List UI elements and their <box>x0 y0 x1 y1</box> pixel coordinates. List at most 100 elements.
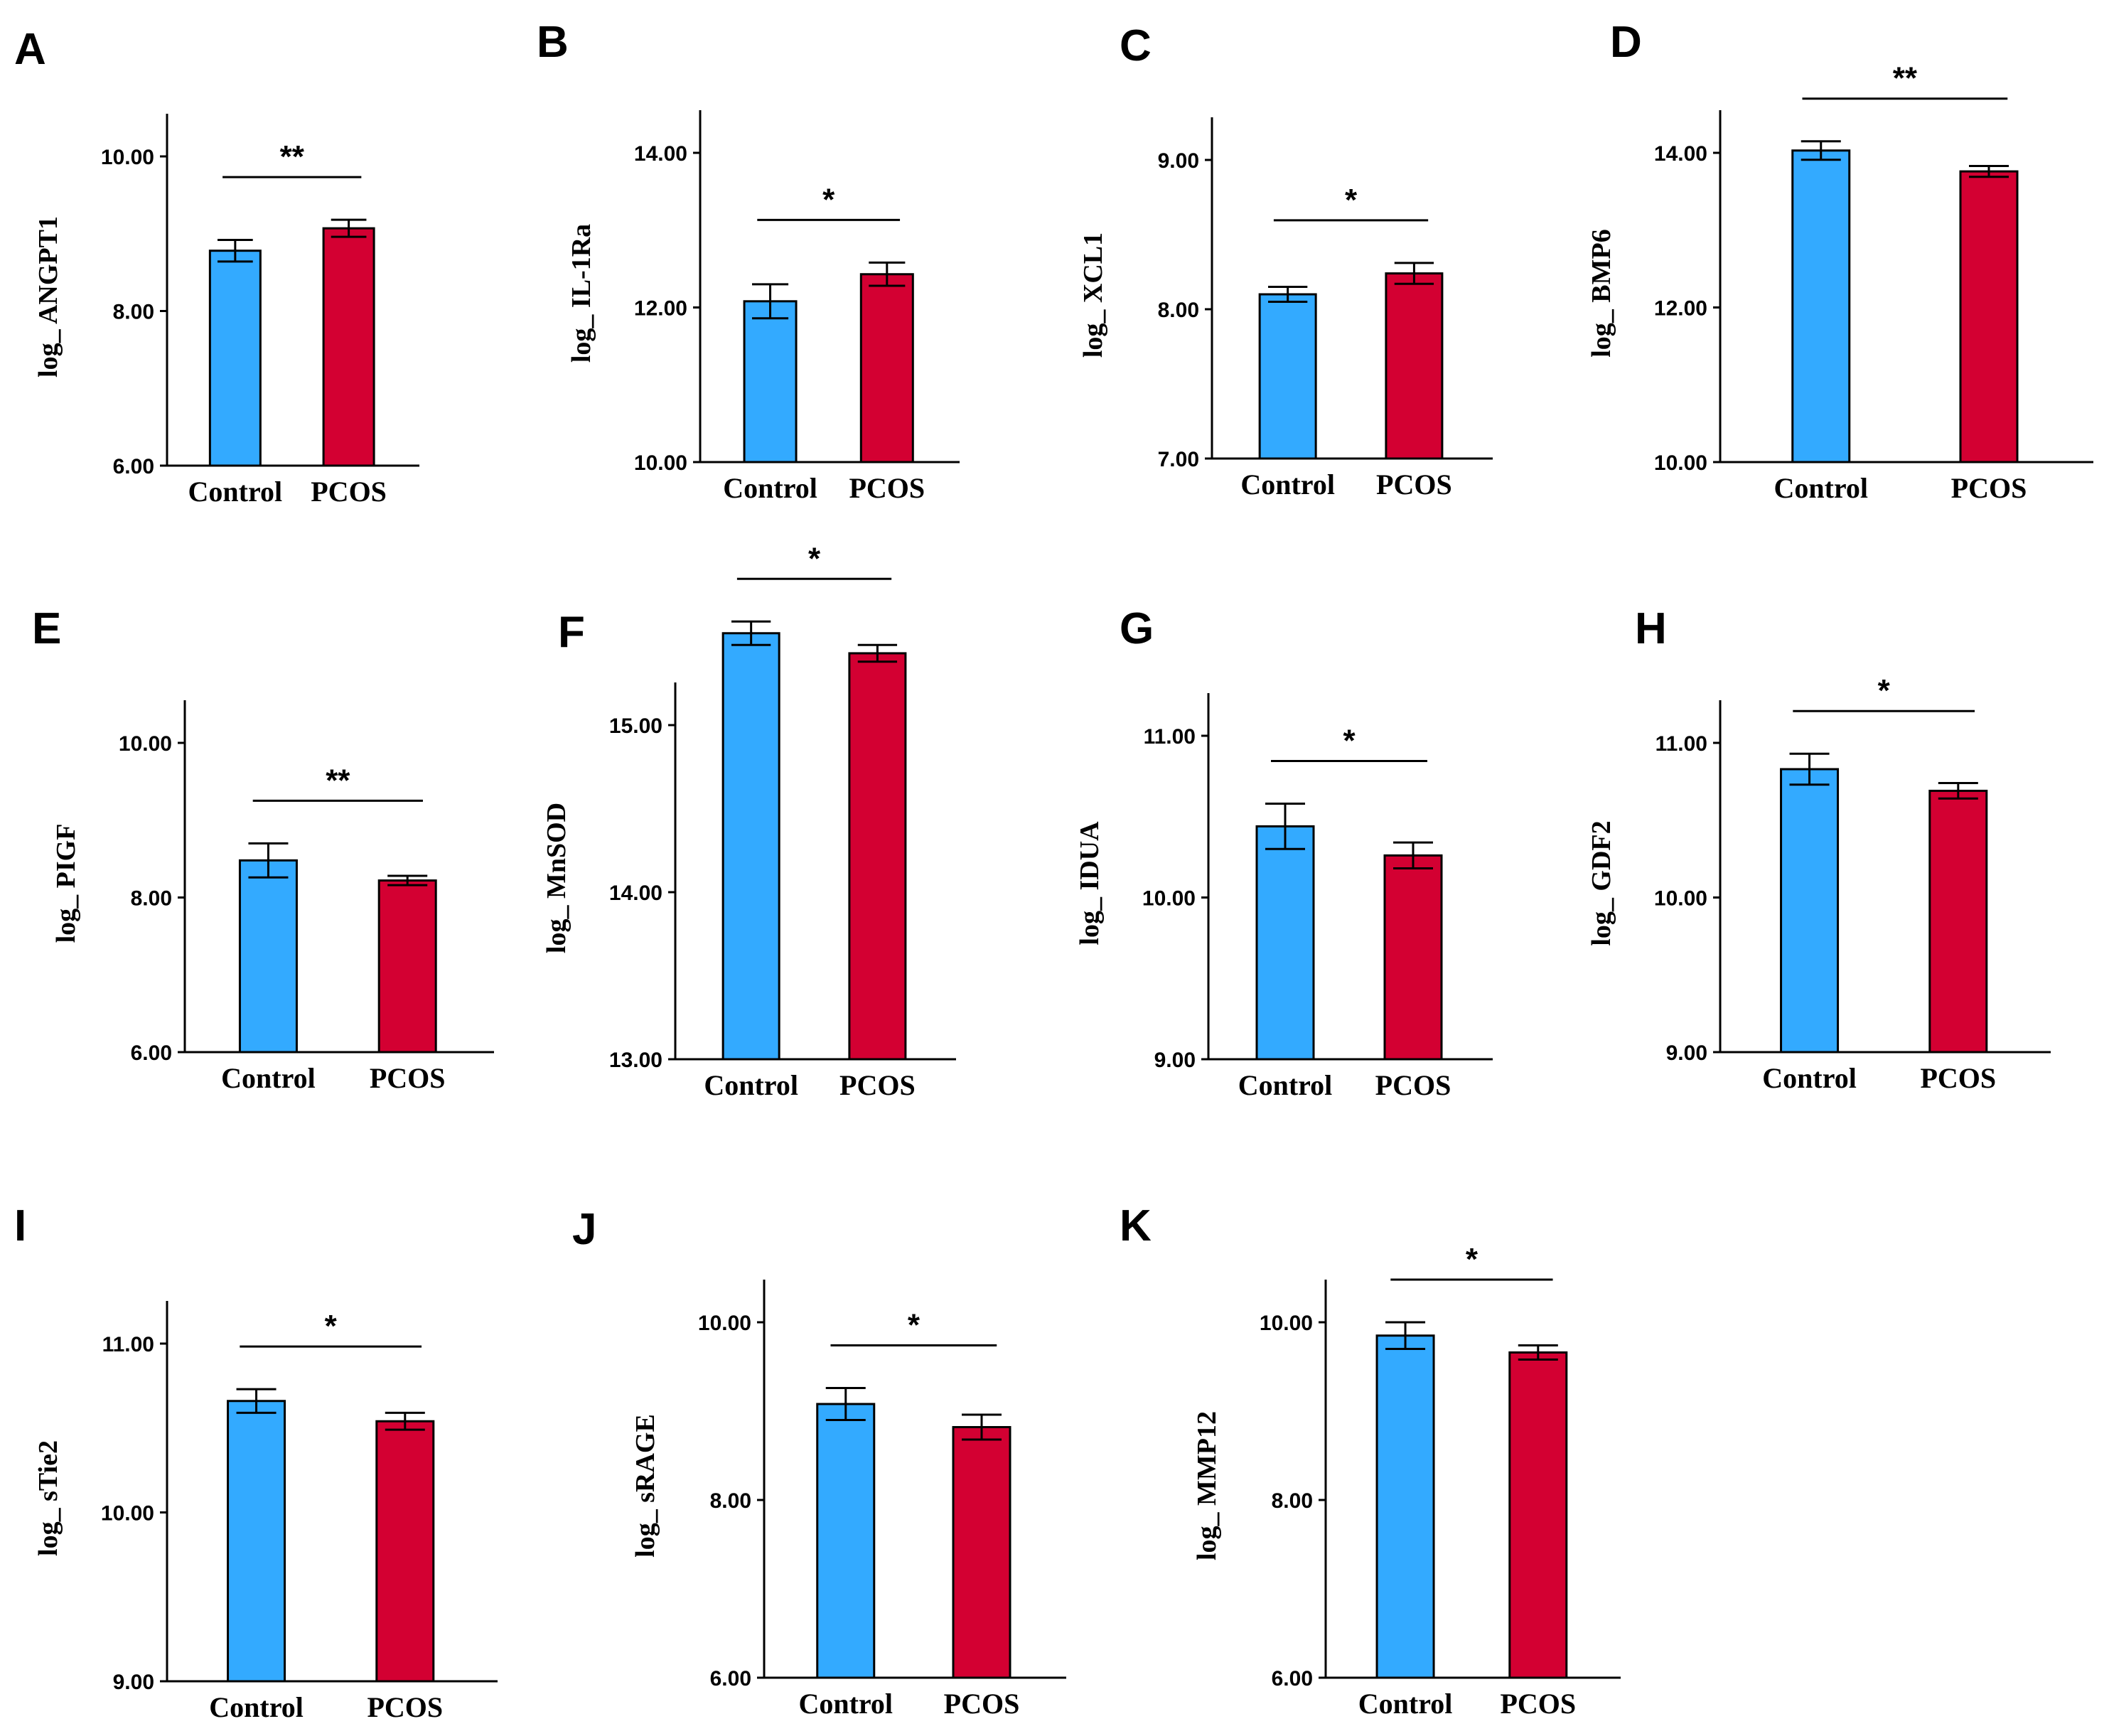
panel-letter-g: G <box>1120 604 1154 653</box>
significance-stars: * <box>1345 183 1358 218</box>
chart-panel-c: C 7.00 8.00 9.00 log_ XCL1 Control PCOS * <box>1078 21 1493 500</box>
bar-pcos <box>848 652 907 1061</box>
chart-panel-a: A 6.00 8.00 10.00 log_ ANGPT1 Control PCOS ** <box>14 25 419 508</box>
bar-control <box>227 1400 286 1683</box>
significance-stars: * <box>325 1309 338 1344</box>
significance-stars: ** <box>326 763 350 798</box>
category-label-pcos: PCOS <box>311 476 387 508</box>
y-tick-label: 10.00 <box>119 732 172 756</box>
panel-letter-a: A <box>14 25 46 74</box>
panel-letter-d: D <box>1610 18 1642 67</box>
bar-control <box>1791 149 1851 464</box>
y-tick-label: 6.00 <box>113 455 154 478</box>
y-axis-label: log_ sRAGE <box>630 1414 660 1558</box>
panel-letter-c: C <box>1120 21 1152 70</box>
category-label-pcos: PCOS <box>1500 1688 1576 1720</box>
category-label-pcos: PCOS <box>1376 468 1452 500</box>
y-tick-label: 10.00 <box>698 1312 751 1335</box>
chart-panel-k: K 6.00 8.00 10.00 log_ MMP12 Control PCOS * <box>1120 1201 1621 1720</box>
significance-stars: * <box>1343 724 1356 759</box>
y-tick-label: 12.00 <box>1654 297 1707 321</box>
bar-control <box>743 300 798 464</box>
category-label-control: Control <box>798 1688 893 1720</box>
bar-pcos <box>1928 789 1988 1054</box>
y-tick-label: 8.00 <box>113 301 154 324</box>
significance-stars: ** <box>1893 61 1918 96</box>
bar-control <box>1780 768 1840 1054</box>
y-tick-label: 11.00 <box>102 1333 154 1356</box>
significance-stars: * <box>908 1308 921 1343</box>
significance-stars: * <box>1466 1242 1479 1277</box>
y-tick-label: 6.00 <box>131 1041 172 1065</box>
category-label-control: Control <box>221 1062 316 1094</box>
y-tick-label: 10.00 <box>1142 887 1196 911</box>
category-label-control: Control <box>1773 472 1868 504</box>
y-tick-label: 10.00 <box>101 146 154 169</box>
chart-panel-b: B 10.00 12.00 14.00 log_ IL-1Ra Control PCOS * <box>537 18 960 504</box>
chart-panel-e: E 6.00 8.00 10.00 log_ PIGF Control PCOS ** <box>32 604 494 1094</box>
y-axis-label: log_ GDF2 <box>1587 820 1616 945</box>
chart-panel-f: F 13.00 14.00 15.00 log_ MnSOD Control PCOS * <box>542 541 956 1101</box>
panel-letter-e: E <box>32 604 61 653</box>
y-tick-label: 10.00 <box>1654 887 1707 911</box>
bar-control <box>1375 1334 1435 1679</box>
category-label-pcos: PCOS <box>839 1069 916 1101</box>
category-label-pcos: PCOS <box>367 1691 443 1723</box>
bar-control <box>1258 293 1317 460</box>
category-label-pcos: PCOS <box>1951 472 2027 504</box>
bar-pcos <box>952 1426 1011 1679</box>
bar-pcos <box>859 273 914 464</box>
panel-letter-b: B <box>537 18 569 67</box>
category-label-control: Control <box>1762 1062 1857 1094</box>
category-label-pcos: PCOS <box>370 1062 446 1094</box>
panel-letter-k: K <box>1120 1201 1152 1250</box>
bar-pcos <box>375 1420 435 1683</box>
category-label-control: Control <box>1238 1069 1333 1101</box>
panel-letter-j: J <box>572 1205 596 1254</box>
y-tick-label: 6.00 <box>1272 1667 1313 1691</box>
significance-stars: ** <box>280 139 305 174</box>
y-tick-label: 14.00 <box>1654 142 1707 166</box>
y-axis-label: log_ MMP12 <box>1192 1411 1222 1560</box>
y-tick-label: 10.00 <box>634 451 687 475</box>
y-axis-label: log_ BMP6 <box>1587 229 1616 357</box>
panel-letter-h: H <box>1635 604 1667 653</box>
y-axis-label: log_ IDUA <box>1075 821 1105 945</box>
category-label-control: Control <box>1240 468 1335 500</box>
category-label-pcos: PCOS <box>849 472 925 504</box>
y-tick-label: 10.00 <box>1260 1312 1313 1335</box>
y-tick-label: 9.00 <box>1154 1049 1196 1072</box>
y-axis-label: log_ ANGPT1 <box>33 216 63 377</box>
bar-control <box>208 250 262 467</box>
y-tick-label: 9.00 <box>1666 1041 1707 1065</box>
bar-pcos <box>1508 1351 1568 1679</box>
category-label-control: Control <box>723 472 817 504</box>
significance-stars: * <box>822 182 835 217</box>
bar-control <box>721 632 780 1061</box>
y-tick-label: 6.00 <box>710 1667 751 1691</box>
chart-panel-h: H 9.00 10.00 11.00 log_ GDF2 Control PCOS * <box>1587 604 2051 1094</box>
y-tick-label: 14.00 <box>609 882 662 905</box>
y-tick-label: 10.00 <box>101 1502 154 1526</box>
category-label-pcos: PCOS <box>944 1688 1020 1720</box>
y-tick-label: 8.00 <box>1272 1489 1313 1513</box>
y-tick-label: 8.00 <box>131 887 172 911</box>
bar-control <box>1255 825 1315 1061</box>
y-tick-label: 12.00 <box>634 297 687 321</box>
bar-pcos <box>322 227 375 467</box>
y-tick-label: 15.00 <box>609 714 662 738</box>
y-tick-label: 8.00 <box>710 1489 751 1513</box>
y-tick-label: 9.00 <box>113 1671 154 1694</box>
chart-panel-g: G 9.00 10.00 11.00 log_ IDUA Control PCOS * <box>1075 604 1493 1101</box>
y-tick-label: 9.00 <box>1158 149 1199 173</box>
y-tick-label: 11.00 <box>1655 732 1707 756</box>
panel-letter-f: F <box>558 608 585 657</box>
significance-stars: * <box>808 541 821 576</box>
category-label-pcos: PCOS <box>1375 1069 1451 1101</box>
y-tick-label: 7.00 <box>1158 448 1199 471</box>
y-tick-label: 13.00 <box>609 1049 662 1072</box>
chart-panel-i: I 9.00 10.00 11.00 log_ sTie2 Control PCOS * <box>14 1201 498 1723</box>
chart-panel-d: D 10.00 12.00 14.00 log_ BMP6 Control PCOS ** <box>1587 18 2093 504</box>
y-tick-label: 10.00 <box>1654 451 1707 475</box>
